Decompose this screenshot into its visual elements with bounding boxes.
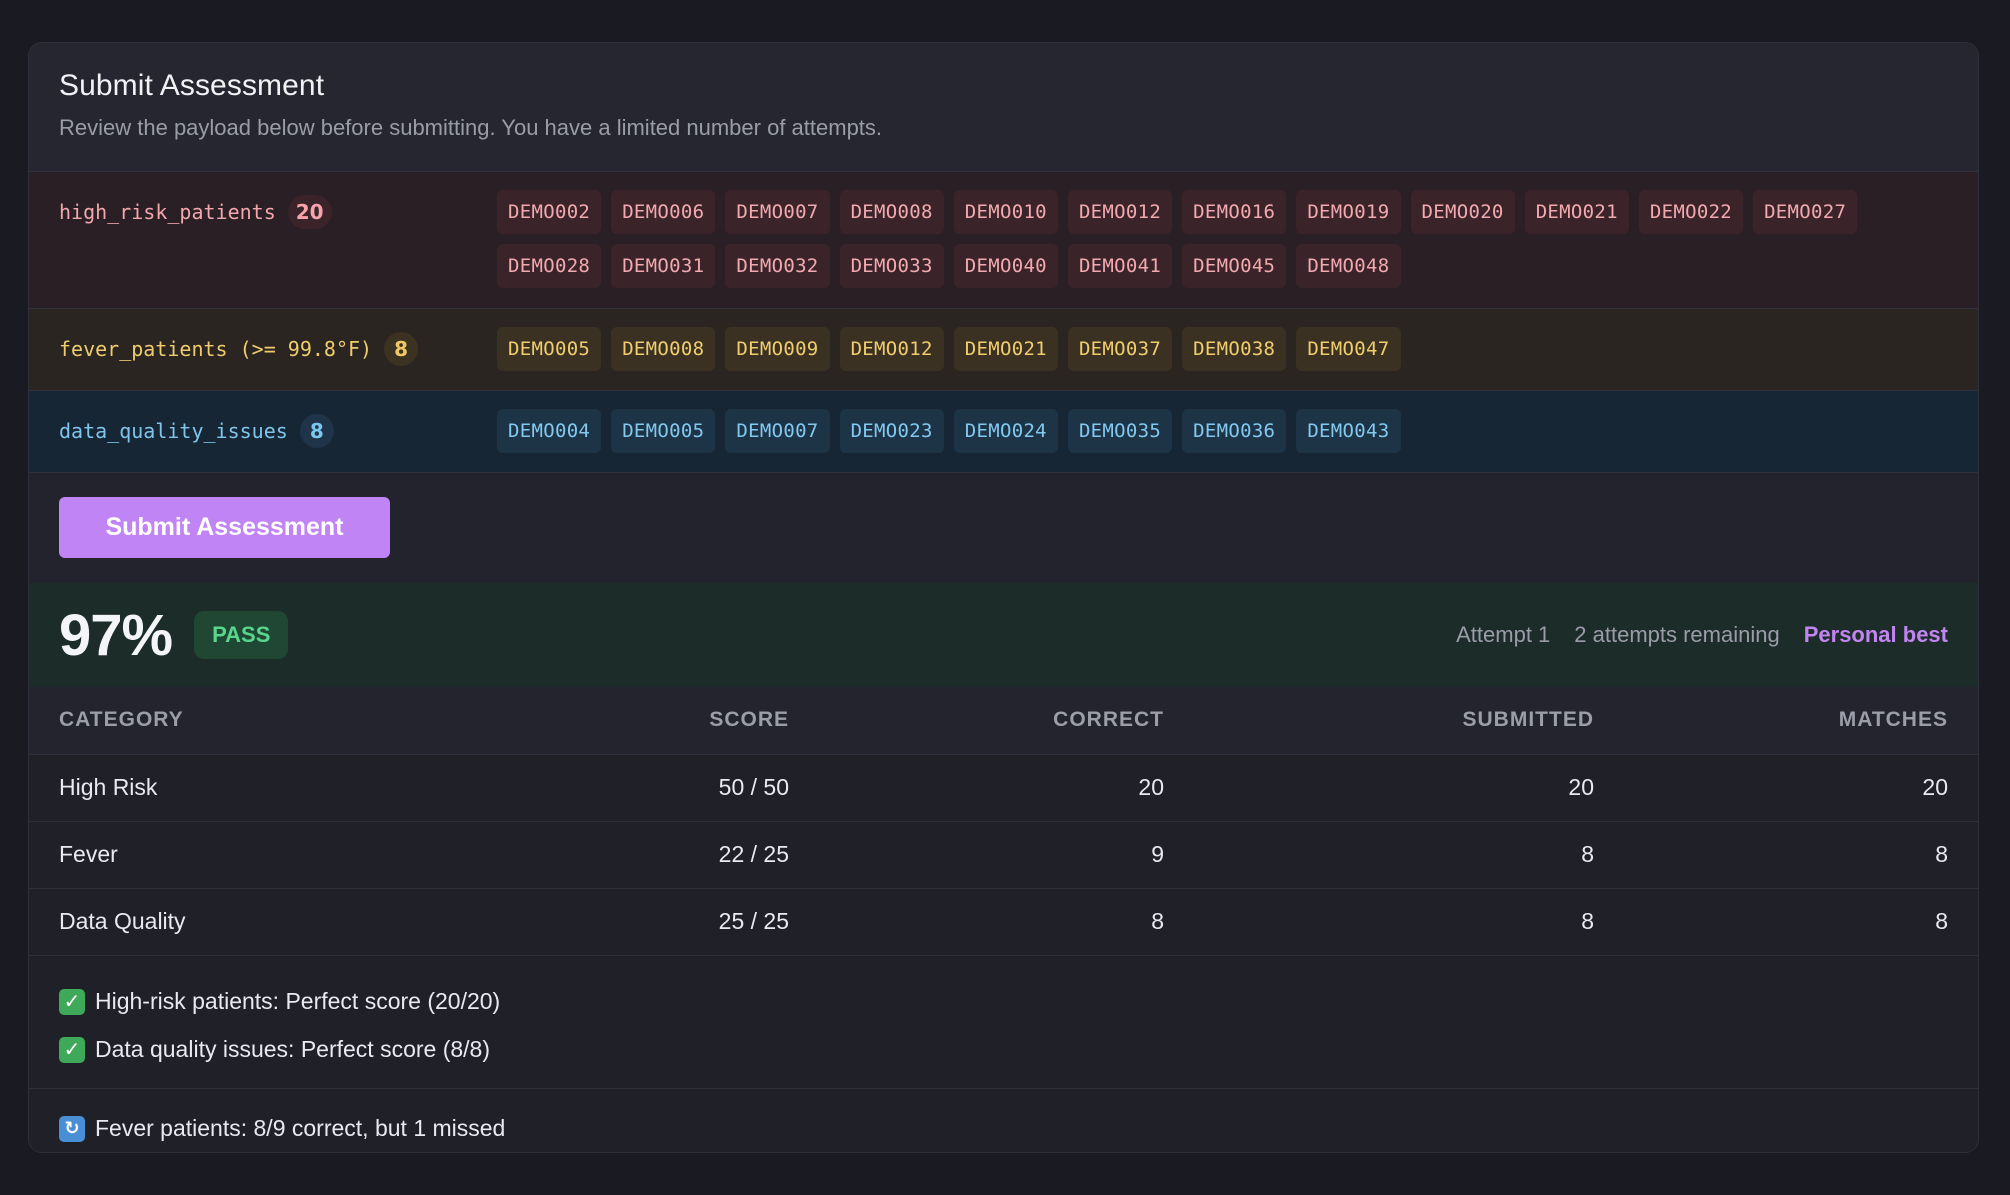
score-percent: 97% — [59, 602, 173, 668]
attempt-number: Attempt 1 — [1456, 622, 1551, 647]
note-item: ✓ Data quality issues: Perfect score (8/… — [59, 1026, 1948, 1074]
patient-id-chip: DEMO002 — [497, 190, 602, 234]
refresh-icon: ↻ — [59, 1115, 85, 1142]
cell-correct: 20 — [819, 754, 1194, 822]
patient-id-chip: DEMO006 — [611, 190, 716, 234]
submit-area: Submit Assessment — [29, 473, 1978, 583]
cell-matches: 8 — [1624, 821, 1978, 889]
cell-correct: 9 — [819, 821, 1194, 889]
payload-key: data_quality_issues — [59, 419, 288, 443]
cell-score: 25 / 25 — [489, 888, 819, 956]
patient-id-chip: DEMO038 — [1182, 327, 1287, 371]
table-row: Data Quality 25 / 25 8 8 8 — [29, 888, 1978, 956]
patient-id-chip: DEMO023 — [839, 409, 944, 453]
note-item: ✓ High-risk patients: Perfect score (20/… — [59, 978, 1948, 1026]
header-score: SCORE — [489, 687, 819, 755]
cell-category: High Risk — [29, 754, 489, 822]
patient-id-chip: DEMO007 — [725, 190, 830, 234]
patient-id-chip: DEMO019 — [1296, 190, 1401, 234]
patient-id-chip: DEMO004 — [497, 409, 602, 453]
check-mark-icon: ✓ — [59, 988, 85, 1015]
patient-id-chip: DEMO009 — [725, 327, 830, 371]
patient-id-chip: DEMO027 — [1753, 190, 1858, 234]
payload-row-high-risk: high_risk_patients 20 DEMO002 DEMO006 DEMO… — [29, 172, 1978, 309]
count-badge: 8 — [384, 332, 419, 366]
header-matches: MATCHES — [1624, 687, 1978, 755]
table-header-row: CATEGORY SCORE CORRECT SUBMITTED MATCHES — [29, 687, 1978, 755]
id-chip-list: DEMO002 DEMO006 DEMO007 DEMO008 DEMO010 DEMO0… — [497, 190, 1948, 288]
cell-submitted: 8 — [1194, 888, 1624, 956]
patient-id-chip: DEMO012 — [839, 327, 944, 371]
table-row: High Risk 50 / 50 20 20 20 — [29, 754, 1978, 822]
patient-id-chip: DEMO045 — [1182, 244, 1287, 288]
patient-id-chip: DEMO021 — [1524, 190, 1629, 234]
note-text: Fever patients: 8/9 correct, but 1 misse… — [95, 1115, 506, 1141]
retry-notes: ↻ Fever patients: 8/9 correct, but 1 mis… — [29, 1088, 1978, 1153]
id-chip-list: DEMO005 DEMO008 DEMO009 DEMO012 DEMO021 DEMO0… — [497, 327, 1948, 371]
cell-category: Fever — [29, 821, 489, 889]
cell-matches: 20 — [1624, 754, 1978, 822]
patient-id-chip: DEMO007 — [725, 409, 830, 453]
cell-category: Data Quality — [29, 888, 489, 956]
patient-id-chip: DEMO010 — [953, 190, 1058, 234]
payload-row-data-quality: data_quality_issues 8 DEMO004 DEMO005 DEMO… — [29, 391, 1978, 473]
cell-correct: 8 — [819, 888, 1194, 956]
header-category: CATEGORY — [29, 687, 489, 755]
count-badge: 20 — [287, 195, 332, 229]
patient-id-chip: DEMO028 — [497, 244, 602, 288]
assessment-card: Submit Assessment Review the payload bel… — [28, 42, 1979, 1153]
payload-key: high_risk_patients — [59, 200, 276, 224]
card-title: Submit Assessment — [59, 69, 325, 102]
patient-id-chip: DEMO021 — [953, 327, 1058, 371]
note-item: ↻ Fever patients: 8/9 correct, but 1 mis… — [59, 1105, 1948, 1153]
patient-id-chip: DEMO047 — [1296, 327, 1401, 371]
attempts-remaining: 2 attempts remaining — [1574, 622, 1780, 647]
payload-row-fever: fever_patients (>= 99.8°F) 8 DEMO005 DEMO… — [29, 309, 1978, 391]
patient-id-chip: DEMO005 — [611, 409, 716, 453]
patient-id-chip: DEMO032 — [725, 244, 830, 288]
patient-id-chip: DEMO035 — [1067, 409, 1173, 453]
payload-key: fever_patients (>= 99.8°F) — [59, 337, 373, 361]
patient-id-chip: DEMO048 — [1296, 244, 1401, 288]
results-table: CATEGORY SCORE CORRECT SUBMITTED MATCHES… — [29, 687, 1978, 956]
header-submitted: SUBMITTED — [1194, 687, 1624, 755]
result-bar: 97% PASS Attempt 1 2 attempts remaining … — [29, 583, 1978, 687]
patient-id-chip: DEMO040 — [953, 244, 1058, 288]
patient-id-chip: DEMO037 — [1067, 327, 1173, 371]
patient-id-chip: DEMO020 — [1410, 190, 1515, 234]
personal-best-label: Personal best — [1803, 622, 1948, 647]
cell-score: 50 / 50 — [489, 754, 819, 822]
patient-id-chip: DEMO036 — [1182, 409, 1287, 453]
success-notes: ✓ High-risk patients: Perfect score (20/… — [29, 955, 1978, 1089]
patient-id-chip: DEMO016 — [1182, 190, 1287, 234]
card-header: Submit Assessment Review the payload bel… — [29, 43, 1978, 172]
cell-matches: 8 — [1624, 888, 1978, 956]
cell-submitted: 8 — [1194, 821, 1624, 889]
note-text: High-risk patients: Perfect score (20/20… — [95, 988, 501, 1014]
patient-id-chip: DEMO041 — [1067, 244, 1173, 288]
patient-id-chip: DEMO005 — [497, 327, 602, 371]
header-correct: CORRECT — [819, 687, 1194, 755]
patient-id-chip: DEMO043 — [1296, 409, 1401, 453]
patient-id-chip: DEMO022 — [1638, 190, 1744, 234]
count-badge: 8 — [299, 414, 334, 448]
submit-assessment-button[interactable]: Submit Assessment — [59, 497, 390, 558]
patient-id-chip: DEMO012 — [1067, 190, 1173, 234]
check-mark-icon: ✓ — [59, 1036, 85, 1063]
patient-id-chip: DEMO008 — [839, 190, 944, 234]
id-chip-list: DEMO004 DEMO005 DEMO007 DEMO023 DEMO024 DEMO0… — [497, 409, 1948, 453]
patient-id-chip: DEMO024 — [953, 409, 1058, 453]
patient-id-chip: DEMO008 — [611, 327, 716, 371]
cell-score: 22 / 25 — [489, 821, 819, 889]
patient-id-chip: DEMO033 — [839, 244, 944, 288]
pass-badge: PASS — [194, 611, 289, 659]
table-row: Fever 22 / 25 9 8 8 — [29, 821, 1978, 889]
note-text: Data quality issues: Perfect score (8/8) — [95, 1036, 490, 1062]
cell-submitted: 20 — [1194, 754, 1624, 822]
card-subtitle: Review the payload below before submitti… — [59, 115, 883, 140]
patient-id-chip: DEMO031 — [611, 244, 716, 288]
